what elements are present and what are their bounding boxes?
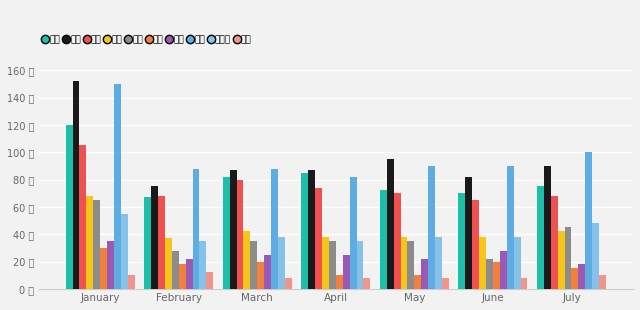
Bar <box>230 170 237 289</box>
Bar <box>206 272 213 289</box>
Bar <box>193 169 200 289</box>
Bar <box>107 241 114 289</box>
Bar <box>264 255 271 289</box>
Bar <box>336 275 343 289</box>
Bar <box>349 177 356 289</box>
Bar <box>520 278 527 289</box>
Bar <box>179 264 186 289</box>
Bar <box>114 84 121 289</box>
Bar <box>537 186 544 289</box>
Bar <box>243 232 250 289</box>
Bar <box>158 196 165 289</box>
Bar <box>408 241 414 289</box>
Bar <box>572 268 579 289</box>
Bar <box>308 170 315 289</box>
Legend: 长城, 长安, 五菱, 上汽, 奇瑞, 吉利, 红旗, 广汽, 比亚迪, 北汽: 长城, 长安, 五菱, 上汽, 奇瑞, 吉利, 红旗, 广汽, 比亚迪, 北汽 <box>43 35 252 44</box>
Bar <box>507 166 514 289</box>
Bar <box>551 196 557 289</box>
Bar <box>472 200 479 289</box>
Bar <box>322 237 329 289</box>
Bar <box>465 177 472 289</box>
Bar <box>435 237 442 289</box>
Bar <box>414 275 421 289</box>
Bar <box>250 241 257 289</box>
Bar <box>329 241 336 289</box>
Bar <box>301 173 308 289</box>
Bar <box>200 241 206 289</box>
Bar <box>493 262 500 289</box>
Bar <box>500 250 507 289</box>
Bar <box>387 159 394 289</box>
Bar <box>442 278 449 289</box>
Bar <box>144 197 151 289</box>
Bar <box>592 223 599 289</box>
Bar <box>121 214 128 289</box>
Bar <box>79 145 86 289</box>
Bar <box>364 278 371 289</box>
Bar <box>100 248 107 289</box>
Bar <box>599 275 606 289</box>
Bar <box>186 259 193 289</box>
Bar <box>586 152 592 289</box>
Bar <box>66 125 72 289</box>
Bar <box>564 227 572 289</box>
Bar <box>579 264 586 289</box>
Bar <box>401 237 408 289</box>
Bar <box>151 186 158 289</box>
Bar <box>128 275 135 289</box>
Bar <box>93 200 100 289</box>
Bar <box>315 188 322 289</box>
Bar <box>343 255 349 289</box>
Bar <box>479 237 486 289</box>
Bar <box>172 250 179 289</box>
Bar <box>285 278 292 289</box>
Bar <box>421 259 428 289</box>
Bar <box>514 237 520 289</box>
Bar <box>237 179 243 289</box>
Bar <box>458 193 465 289</box>
Bar <box>356 241 364 289</box>
Bar <box>271 169 278 289</box>
Bar <box>428 166 435 289</box>
Bar <box>394 193 401 289</box>
Bar <box>223 177 230 289</box>
Bar <box>544 166 551 289</box>
Bar <box>165 238 172 289</box>
Bar <box>86 196 93 289</box>
Bar <box>557 232 564 289</box>
Bar <box>486 259 493 289</box>
Bar <box>380 190 387 289</box>
Bar <box>72 81 79 289</box>
Bar <box>257 262 264 289</box>
Bar <box>278 237 285 289</box>
